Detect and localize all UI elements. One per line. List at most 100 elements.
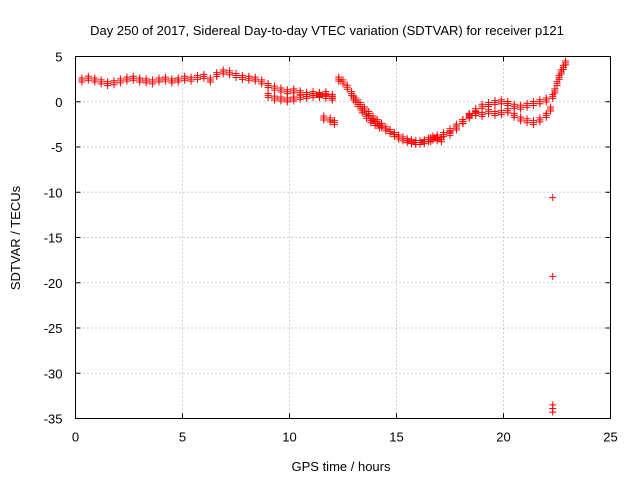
data-point-band	[129, 76, 137, 84]
data-point-band	[465, 113, 473, 121]
data-point-band	[542, 113, 550, 121]
x-tick-label: 5	[179, 430, 186, 445]
series-segment-5	[350, 92, 383, 132]
data-point-band	[420, 140, 428, 148]
data-point-band	[271, 86, 279, 94]
data-point-band	[226, 71, 234, 79]
data-point-band	[104, 82, 112, 90]
x-tick-label: 15	[389, 430, 403, 445]
data-point-band	[386, 130, 394, 138]
data-point-band	[536, 118, 544, 126]
data-point-band	[245, 76, 253, 84]
series-segment-8	[549, 57, 570, 102]
data-point-band	[149, 80, 157, 88]
data-point-band	[542, 98, 550, 106]
data-point-band	[416, 140, 424, 148]
data-point-band	[517, 105, 525, 113]
data-point-band	[283, 98, 291, 106]
data-point-band	[200, 74, 208, 82]
data-point-band	[78, 78, 86, 86]
y-tick-label: -20	[44, 276, 63, 291]
grid	[75, 56, 611, 419]
data-point-band	[559, 65, 567, 73]
y-tick-label: -15	[44, 231, 63, 246]
data-point-band	[562, 61, 570, 69]
data-point-band	[339, 80, 347, 88]
data-point-band	[343, 85, 351, 93]
data-point-band	[390, 132, 398, 140]
y-axis-label: SDTVAR / TECUs	[8, 185, 23, 290]
data-point-band	[367, 119, 375, 127]
data-point-band	[123, 77, 131, 85]
data-point-band	[555, 75, 563, 83]
data-point-band	[497, 100, 505, 108]
data-point-band	[330, 121, 338, 129]
data-point	[549, 272, 557, 280]
series-segment-6	[427, 94, 550, 146]
data-point-band	[232, 74, 240, 82]
data-point-band	[433, 135, 441, 143]
data-point-band	[251, 77, 259, 85]
chart-title: Day 250 of 2017, Sidereal Day-to-day VTE…	[90, 23, 564, 38]
series-segment-1	[78, 66, 336, 104]
x-tick-label: 20	[496, 430, 510, 445]
data-point-band	[142, 79, 150, 87]
data-point-band	[296, 95, 304, 103]
data-point-band	[446, 131, 454, 139]
x-tick-label: 25	[603, 430, 617, 445]
data-point-band	[271, 96, 279, 104]
data-point-band	[155, 78, 163, 86]
data-point-band	[350, 96, 358, 104]
data-point-band	[497, 111, 505, 119]
y-tick-label: -35	[44, 412, 63, 427]
data-point-band	[303, 94, 311, 102]
data-point-band	[459, 120, 467, 128]
data-point-band	[309, 93, 317, 101]
data-point-band	[551, 89, 559, 97]
data-point-band	[510, 113, 518, 121]
data-point-band	[136, 78, 144, 86]
data-point-band	[371, 121, 379, 129]
data-point-band	[517, 117, 525, 125]
data-point-band	[491, 112, 499, 120]
data-point-band	[116, 79, 124, 87]
data-point-band	[181, 76, 189, 84]
data-point-band	[238, 75, 246, 83]
data-point-band	[213, 73, 221, 81]
data-point-band	[335, 77, 343, 85]
data-point-band	[91, 78, 99, 86]
data-point-band	[219, 70, 227, 78]
data-point-band	[382, 127, 390, 135]
data-point-band	[363, 114, 371, 122]
series-segment-3	[320, 112, 338, 129]
y-tick-label: -25	[44, 321, 63, 336]
y-tick-label: -30	[44, 366, 63, 381]
data-point-band	[491, 101, 499, 109]
data-point-band	[440, 132, 448, 140]
data-point-band	[478, 112, 486, 120]
y-tick-label: -5	[51, 140, 63, 155]
y-tick-label: -10	[44, 185, 63, 200]
data-point-band	[277, 97, 285, 105]
data-point-band	[557, 70, 565, 78]
data-point-band	[452, 126, 460, 134]
data-point-band	[315, 93, 323, 101]
x-tick-label: 10	[282, 430, 296, 445]
data-point-band	[290, 97, 298, 105]
data-point-band	[97, 80, 105, 88]
data-point-band	[485, 110, 493, 118]
data-point-band	[264, 93, 272, 101]
x-tick-label: 0	[72, 430, 79, 445]
data-point-band	[504, 109, 512, 117]
data-point-band	[472, 112, 480, 120]
data-point	[549, 408, 557, 416]
data-point-band	[264, 83, 272, 91]
data-point-band	[523, 103, 531, 111]
data-point-band	[375, 124, 383, 132]
data-point-band	[320, 116, 328, 124]
data-point-band	[326, 118, 334, 126]
data-point-band	[328, 94, 336, 102]
data-point-band	[407, 140, 415, 148]
y-tick-label: 0	[55, 95, 62, 110]
